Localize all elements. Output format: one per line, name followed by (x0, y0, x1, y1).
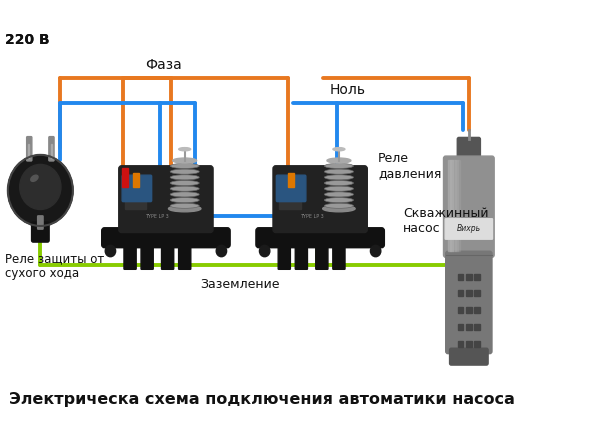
Ellipse shape (325, 181, 353, 186)
Text: TYPE LP 3: TYPE LP 3 (300, 214, 323, 220)
Bar (458, 324, 463, 330)
Bar (458, 274, 463, 280)
Ellipse shape (325, 198, 353, 203)
Bar (466, 324, 472, 330)
Bar (279, 177, 301, 209)
FancyBboxPatch shape (141, 242, 153, 269)
Bar (458, 307, 463, 313)
FancyBboxPatch shape (119, 166, 213, 233)
FancyBboxPatch shape (161, 242, 174, 269)
Bar (50, 144, 52, 158)
Bar (450, 160, 454, 251)
Text: Ноль: Ноль (329, 83, 365, 97)
Bar (458, 341, 463, 347)
Circle shape (20, 165, 61, 209)
Ellipse shape (31, 175, 38, 181)
Bar (475, 324, 480, 330)
Bar (466, 274, 472, 280)
Text: Фаза: Фаза (145, 58, 182, 72)
FancyBboxPatch shape (38, 216, 43, 229)
Bar (475, 291, 480, 297)
Bar (122, 168, 128, 187)
FancyBboxPatch shape (26, 137, 32, 161)
Text: Реле защиты от
сухого хода: Реле защиты от сухого хода (5, 253, 104, 280)
Text: Реле
давления: Реле давления (378, 152, 442, 180)
Bar (458, 291, 463, 297)
Ellipse shape (170, 163, 199, 168)
Ellipse shape (169, 206, 201, 212)
Text: Заземление: Заземление (200, 278, 280, 291)
Circle shape (216, 245, 227, 257)
FancyBboxPatch shape (32, 222, 49, 242)
FancyBboxPatch shape (277, 175, 306, 202)
Bar (457, 160, 460, 251)
FancyBboxPatch shape (102, 228, 230, 248)
FancyBboxPatch shape (443, 156, 494, 257)
Ellipse shape (170, 192, 199, 197)
FancyBboxPatch shape (316, 242, 328, 269)
Bar (448, 160, 451, 251)
FancyBboxPatch shape (124, 242, 136, 269)
Bar (125, 177, 146, 209)
Ellipse shape (327, 158, 351, 163)
Ellipse shape (170, 169, 199, 174)
Bar (452, 160, 455, 251)
Bar (466, 341, 472, 347)
Ellipse shape (173, 158, 197, 163)
Bar (287, 173, 293, 187)
Circle shape (8, 155, 73, 226)
Ellipse shape (325, 169, 353, 174)
Ellipse shape (170, 175, 199, 180)
FancyBboxPatch shape (49, 137, 54, 161)
Ellipse shape (170, 181, 199, 186)
FancyBboxPatch shape (457, 137, 481, 162)
Circle shape (259, 245, 270, 257)
Ellipse shape (325, 192, 353, 197)
FancyBboxPatch shape (295, 242, 307, 269)
Ellipse shape (170, 186, 199, 191)
Ellipse shape (179, 148, 191, 151)
FancyBboxPatch shape (449, 348, 488, 365)
Bar (475, 307, 480, 313)
Ellipse shape (325, 163, 353, 168)
Ellipse shape (325, 175, 353, 180)
Bar (475, 341, 480, 347)
FancyBboxPatch shape (445, 219, 493, 239)
FancyBboxPatch shape (333, 242, 345, 269)
Ellipse shape (325, 203, 353, 208)
FancyBboxPatch shape (273, 166, 367, 233)
Text: Скважинный
насос: Скважинный насос (403, 206, 488, 234)
FancyBboxPatch shape (256, 228, 385, 248)
Ellipse shape (170, 198, 199, 203)
Text: 220 В: 220 В (5, 33, 50, 47)
Bar (455, 160, 458, 251)
FancyBboxPatch shape (278, 242, 290, 269)
Ellipse shape (325, 186, 353, 191)
Circle shape (105, 245, 116, 257)
Text: TYPE LP 3: TYPE LP 3 (146, 214, 169, 220)
Bar (28, 144, 29, 158)
Text: Вихрь: Вихрь (457, 225, 481, 233)
Ellipse shape (170, 203, 199, 208)
FancyBboxPatch shape (122, 175, 152, 202)
FancyBboxPatch shape (179, 242, 191, 269)
Bar (475, 274, 480, 280)
Bar (466, 291, 472, 297)
Text: Электрическа схема подключения автоматики насоса: Электрическа схема подключения автоматик… (9, 392, 515, 407)
Ellipse shape (333, 148, 345, 151)
Text: 220 В: 220 В (5, 33, 50, 47)
Circle shape (370, 245, 381, 257)
FancyBboxPatch shape (446, 251, 492, 354)
Bar (466, 307, 472, 313)
Bar (133, 173, 139, 187)
Ellipse shape (323, 206, 355, 212)
